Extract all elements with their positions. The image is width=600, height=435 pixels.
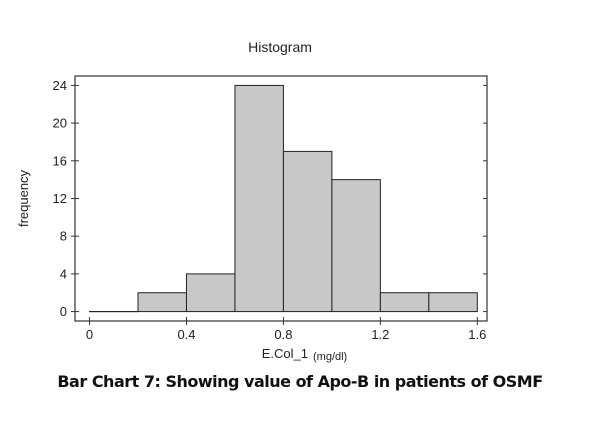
y-tick-label: 8 <box>60 229 67 244</box>
y-tick-label: 4 <box>60 266 67 281</box>
x-axis-unit: (mg/dl) <box>313 351 347 363</box>
bars-group <box>89 84 478 313</box>
histogram-bar <box>428 292 478 313</box>
y-tick-label: 24 <box>53 78 67 93</box>
x-tick-label: 1.6 <box>468 327 486 342</box>
x-tick-label: 0 <box>86 327 93 342</box>
histogram-bar <box>185 273 236 313</box>
x-tick-label: 0.4 <box>177 327 195 342</box>
y-tick-label: 16 <box>53 153 67 168</box>
y-axis-label: frequency <box>16 169 31 227</box>
x-tick-label: 0.8 <box>274 327 292 342</box>
histogram-bar <box>379 292 430 313</box>
x-axis: 0 0.4 0.8 1.2 1.6 <box>86 317 486 342</box>
chart-title: Histogram <box>248 39 312 55</box>
histogram-bar <box>234 84 284 313</box>
figure-caption: Bar Chart 7: Showing value of Apo-B in p… <box>57 372 543 391</box>
y-tick-label: 0 <box>60 304 67 319</box>
histogram-bar <box>137 292 187 313</box>
histogram-bar <box>331 179 381 313</box>
y-tick-label: 20 <box>53 116 67 131</box>
y-axis: 0 4 8 12 16 20 24 <box>53 78 487 319</box>
x-tick-label: 1.2 <box>371 327 389 342</box>
x-axis-label: E.Col_1 <box>262 346 308 361</box>
y-tick-label: 12 <box>53 191 67 206</box>
histogram-bar <box>282 150 333 313</box>
